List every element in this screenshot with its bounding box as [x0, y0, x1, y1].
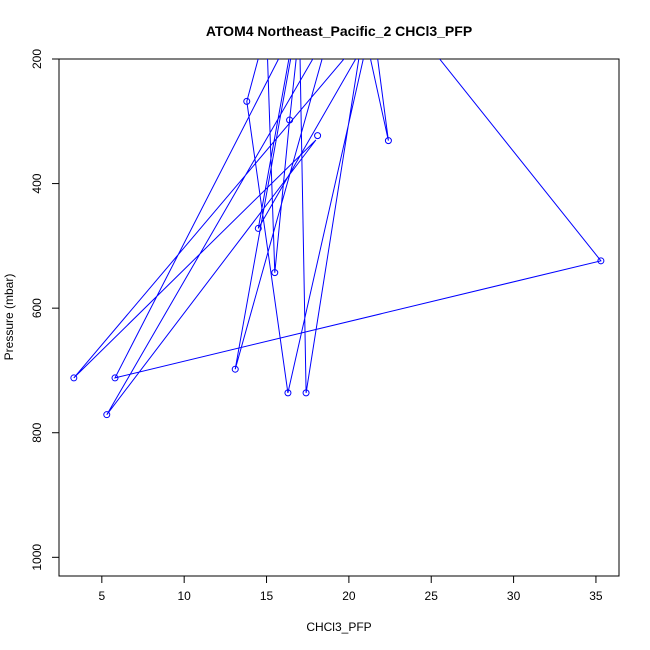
series-line [73, 59, 602, 416]
data-point [243, 97, 251, 105]
data-point [597, 257, 605, 265]
x-tick-label: 10 [177, 589, 191, 603]
series-layer [73, 59, 602, 416]
data-point [284, 389, 292, 397]
y-tick-label: 1000 [30, 544, 44, 571]
data-point [286, 116, 294, 124]
data-point [271, 269, 279, 277]
x-axis-label: CHCl3_PFP [306, 620, 371, 634]
y-tick-label: 200 [30, 49, 44, 69]
data-point [70, 374, 78, 382]
chart-title: ATOM4 Northeast_Pacific_2 CHCl3_PFP [206, 23, 472, 39]
data-point [314, 132, 322, 140]
y-tick-label: 400 [30, 173, 44, 193]
data-point [103, 411, 111, 419]
marker-layer [70, 97, 605, 419]
x-tick-label: 15 [260, 589, 274, 603]
x-tick-label: 35 [589, 589, 603, 603]
x-tick-label: 30 [507, 589, 521, 603]
data-point [231, 365, 239, 373]
x-tick-label: 5 [98, 589, 105, 603]
x-tick-label: 20 [342, 589, 356, 603]
y-tick-label: 800 [30, 422, 44, 442]
y-tick-label: 600 [30, 298, 44, 318]
data-point [302, 389, 310, 397]
data-point [384, 137, 392, 145]
y-axis-label: Pressure (mbar) [2, 274, 16, 361]
x-axis: 5 10 15 20 25 30 35 [98, 576, 603, 603]
y-axis: 200 400 600 800 1000 [30, 49, 59, 571]
x-tick-label: 25 [425, 589, 439, 603]
plot-frame [58, 58, 620, 577]
data-point [254, 224, 262, 232]
data-point [111, 374, 119, 382]
